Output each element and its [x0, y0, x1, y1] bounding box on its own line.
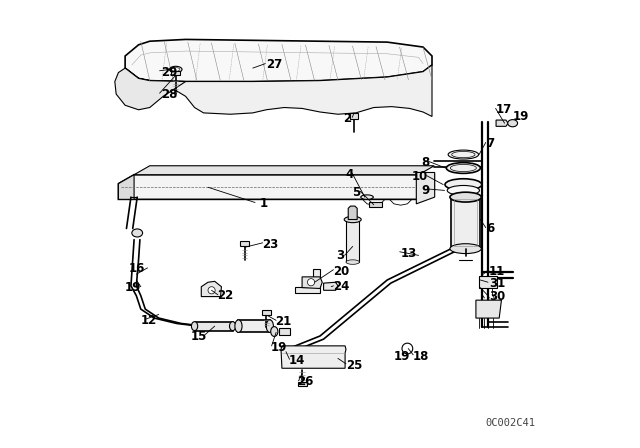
- Text: 19: 19: [513, 110, 529, 123]
- Text: 0C002C41: 0C002C41: [486, 418, 536, 428]
- Polygon shape: [416, 172, 435, 204]
- Text: 23: 23: [262, 237, 278, 251]
- Ellipse shape: [344, 216, 361, 223]
- Ellipse shape: [508, 120, 518, 127]
- Ellipse shape: [266, 320, 273, 332]
- Text: 9: 9: [422, 184, 430, 197]
- Polygon shape: [476, 300, 502, 318]
- Ellipse shape: [346, 260, 360, 264]
- Polygon shape: [118, 175, 435, 199]
- Text: 15: 15: [191, 330, 207, 344]
- Text: 8: 8: [422, 155, 430, 169]
- Polygon shape: [279, 328, 289, 335]
- Polygon shape: [262, 310, 271, 315]
- Polygon shape: [118, 175, 134, 199]
- Polygon shape: [239, 320, 270, 332]
- Text: 2: 2: [343, 112, 351, 125]
- Circle shape: [208, 287, 215, 294]
- Text: 14: 14: [289, 354, 305, 367]
- Text: 29: 29: [161, 66, 177, 79]
- Ellipse shape: [450, 192, 481, 202]
- Text: 19: 19: [393, 349, 410, 363]
- Polygon shape: [346, 220, 360, 262]
- Text: 19: 19: [271, 340, 287, 354]
- Polygon shape: [496, 120, 508, 126]
- Text: 13: 13: [401, 246, 417, 260]
- Text: 26: 26: [298, 375, 314, 388]
- Text: 24: 24: [333, 280, 350, 293]
- Polygon shape: [324, 282, 338, 290]
- Text: 3: 3: [337, 249, 344, 262]
- Ellipse shape: [271, 327, 278, 336]
- Text: 12: 12: [141, 314, 157, 327]
- Text: 30: 30: [489, 290, 505, 303]
- Ellipse shape: [191, 322, 198, 331]
- Ellipse shape: [170, 66, 182, 73]
- Text: 5: 5: [352, 186, 360, 199]
- Circle shape: [307, 279, 315, 286]
- Polygon shape: [201, 281, 221, 297]
- Text: 21: 21: [275, 315, 291, 328]
- Text: 1: 1: [260, 197, 268, 211]
- Text: 28: 28: [161, 88, 177, 102]
- Polygon shape: [125, 65, 432, 116]
- Polygon shape: [369, 202, 382, 207]
- Polygon shape: [115, 68, 186, 110]
- Ellipse shape: [132, 229, 143, 237]
- Text: 6: 6: [486, 222, 494, 235]
- Text: 7: 7: [486, 137, 494, 150]
- Polygon shape: [350, 113, 358, 119]
- Text: 20: 20: [333, 264, 349, 278]
- Polygon shape: [281, 346, 346, 368]
- Ellipse shape: [448, 150, 479, 159]
- Ellipse shape: [361, 195, 373, 199]
- Polygon shape: [195, 322, 232, 331]
- Polygon shape: [296, 269, 320, 293]
- Polygon shape: [172, 71, 180, 75]
- Text: 4: 4: [346, 168, 353, 181]
- Ellipse shape: [235, 320, 242, 332]
- Polygon shape: [240, 241, 249, 246]
- Polygon shape: [348, 206, 357, 220]
- Ellipse shape: [230, 322, 236, 331]
- Ellipse shape: [446, 163, 481, 173]
- Text: 27: 27: [266, 58, 282, 72]
- Text: 17: 17: [496, 103, 512, 116]
- Text: 10: 10: [412, 170, 428, 184]
- Text: 11: 11: [489, 264, 505, 278]
- Text: 18: 18: [413, 349, 429, 363]
- Polygon shape: [302, 277, 323, 289]
- Text: 22: 22: [217, 289, 233, 302]
- Polygon shape: [134, 166, 435, 175]
- Polygon shape: [451, 197, 481, 249]
- Text: 16: 16: [129, 262, 145, 276]
- Polygon shape: [298, 382, 307, 386]
- Ellipse shape: [447, 185, 479, 195]
- Ellipse shape: [450, 244, 481, 254]
- Polygon shape: [125, 39, 432, 82]
- Text: 25: 25: [346, 358, 362, 372]
- Polygon shape: [479, 276, 497, 288]
- Ellipse shape: [445, 179, 482, 190]
- Ellipse shape: [172, 68, 180, 71]
- Text: 31: 31: [489, 276, 505, 290]
- Text: 19: 19: [124, 281, 141, 294]
